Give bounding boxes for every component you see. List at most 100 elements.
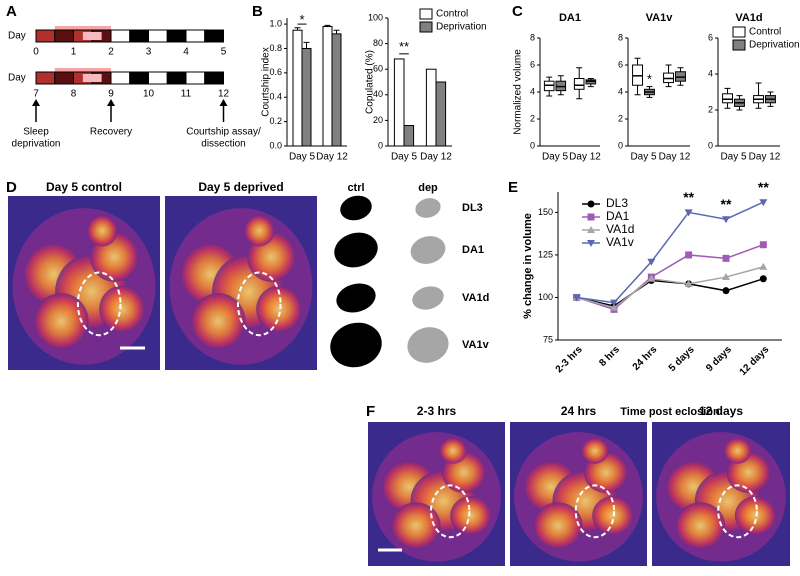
marker [647,258,656,266]
image-glomerulus [734,496,777,536]
bar [301,47,312,147]
image-glomerulus [99,285,145,333]
light-phase [185,71,206,85]
panel-letter: F [366,403,375,420]
x-tick-label: Day 12 [316,152,348,163]
image-glomerulus [675,502,726,550]
roi-outline [574,484,616,539]
light-phase [110,29,131,43]
arrow-label: Recovery [90,127,132,138]
marker [759,199,768,207]
legend-swatch [732,39,746,51]
day-number: 8 [71,89,77,100]
series-line [576,201,764,304]
marker [572,294,581,302]
marker [587,240,595,247]
y-tick-label: 75 [543,334,553,344]
day-number: 1 [71,47,77,58]
pink-overlay [82,74,102,82]
legend-swatch [732,26,746,38]
bar [435,81,447,147]
x-tick-label: Day 12 [569,152,601,163]
significance: ** [758,179,769,195]
schematic-dep [407,327,449,363]
schematic-dep [415,198,441,218]
day-number: 0 [33,47,39,58]
box [722,93,734,104]
marker [684,279,693,287]
x-tick-label: Day 5 [391,152,418,163]
marker [647,274,656,282]
legend-label: VA1v [606,235,634,249]
day-number: 5 [221,47,227,58]
bar [292,29,303,147]
legend-label: Control [749,27,781,38]
y-tick-label: 2 [530,113,535,123]
dark-phase [204,71,224,85]
arrow-label: deprivation [12,139,61,150]
roi-outline [76,271,122,337]
legend-label: DL3 [606,196,628,210]
marker [685,251,693,259]
y-tick-label: 4 [530,86,535,96]
dark-phase [54,71,74,85]
light-phase [185,29,206,43]
schematic-ctrl [336,283,376,313]
marker [759,275,767,283]
y-tick-label: 20 [373,115,383,125]
y-tick-label: 8 [618,32,623,42]
image-glomerulus [723,437,752,464]
arrow-label: dissection [201,139,245,150]
chart-title: DA1 [559,12,581,24]
panel-letter: C [512,3,523,20]
error-bar [294,27,301,31]
marker [610,299,618,307]
y-tick-label: 2 [708,104,713,114]
image-title: Day 5 deprived [198,180,283,194]
marker [587,213,595,221]
schematic-dep [410,236,446,264]
schematic-dep [412,286,444,310]
error-bar [333,29,340,34]
roi-outline [717,484,758,539]
panel-letter: E [508,179,518,196]
schematic-header: dep [418,182,438,194]
schematic-header: ctrl [347,182,364,194]
chart-title: VA1v [646,12,674,24]
dark-phase [204,29,224,43]
light-phase [35,71,56,85]
marker [684,209,693,217]
y-axis-label: Copulated (%) [365,50,376,114]
arrow-label: Courtship assay/ [186,127,261,138]
light-phase [35,29,56,43]
x-tick-label: 8 hrs [597,344,622,369]
glomerulus-label: VA1v [462,339,490,351]
marker [759,262,768,270]
y-tick-label: 125 [538,249,553,259]
day-number: 11 [181,89,192,100]
arrow-head [107,99,115,106]
x-axis-label: Time post eclosion [620,406,720,418]
series-line [576,278,764,307]
image-glomerulus [244,215,275,247]
image-title: 2-3 hrs [417,404,457,418]
bar [322,26,333,147]
y-tick-label: 0 [378,140,383,150]
dark-phase [166,29,187,43]
marker [759,241,767,249]
image-glomerulus [256,285,302,333]
y-tick-label: 60 [373,64,383,74]
day-number: 12 [218,89,230,100]
marker [587,200,595,208]
marker [722,216,730,224]
image-glomerulus [533,502,583,550]
day-number: 4 [183,47,189,58]
y-axis-label: Courtship index [261,47,272,116]
day-label: Day [8,31,26,42]
x-tick-label: 5 days [667,344,697,374]
legend-swatch [419,8,433,20]
roi-outline [430,484,471,539]
legend-label: VA1d [606,222,634,236]
legend-swatch [419,21,433,33]
arrow-label: Sleep [23,127,49,138]
